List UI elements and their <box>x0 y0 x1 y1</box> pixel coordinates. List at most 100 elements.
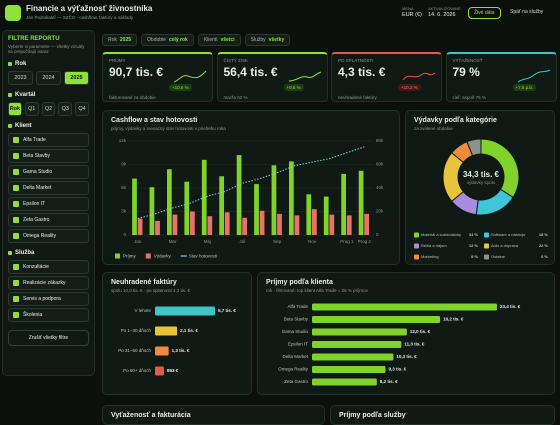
cashflow-chart: 0 3k 6k 9k 12k 0 20k 40k 60k 80k Jan Mar Máj Júl Sep No… <box>115 138 384 259</box>
expense-chart: 34,3 tis. €výdavky spolu Materiál a subdo… <box>414 138 549 260</box>
sidebar: FILTRE REPORTU Vyberte si parametre — vš… <box>2 30 95 376</box>
client-option[interactable]: Alfa Trade <box>8 133 89 147</box>
filter-chip[interactable]: Rok 2025 <box>102 34 138 46</box>
bar <box>166 169 172 235</box>
y2-tick-label: 80k <box>376 138 384 143</box>
option-label: Omega Reality <box>23 233 57 239</box>
kpi-note: cieľ: aspoň 75 % <box>452 95 486 100</box>
filter-chip[interactable]: Obdobie celý rok <box>141 34 194 46</box>
checkbox[interactable] <box>13 233 19 239</box>
value-label: 2,1 tis. € <box>180 328 198 333</box>
client-option[interactable]: Delta Market <box>8 181 89 195</box>
unpaid-chart: V lehote 5,7 tis. € Po 1–30 dňoch 2,1 tis. … <box>118 306 236 376</box>
y-tick-label: 9k <box>121 162 127 167</box>
quarter-option[interactable]: Q1 <box>24 102 39 116</box>
legend-label: Príjmy <box>123 254 136 259</box>
service-option[interactable]: Realizácie zákazky <box>8 276 89 290</box>
sparkline-path <box>402 72 436 81</box>
checkbox[interactable] <box>13 312 19 318</box>
kpi-label: PO SPLATNOSTI <box>338 58 374 63</box>
legend-label: Software a nástroje <box>491 232 526 237</box>
client-option[interactable]: Zeta Gastro <box>8 213 89 227</box>
service-options: Konzultácie Realizácie zákazky Servis a po… <box>8 260 89 322</box>
quarter-option[interactable]: Q4 <box>75 102 89 116</box>
checkbox[interactable] <box>13 280 19 286</box>
filter-chip[interactable]: Služby všetky <box>244 34 291 46</box>
panel-title: Neuhradené faktúry <box>111 279 177 286</box>
option-label: Školenia <box>23 312 43 318</box>
section-label: Rok <box>8 61 89 67</box>
kpi-label: PRÍJMY <box>109 58 126 63</box>
cashflow-panel: Cashflow a stav hotovosti príjmy, výdavk… <box>102 110 400 265</box>
line <box>137 146 365 220</box>
quarter-options: Rok Q1 Q2 Q3 Q4 <box>8 102 89 116</box>
year-option[interactable]: 2024 <box>36 71 61 85</box>
client-option[interactable]: Beta Stavby <box>8 149 89 163</box>
client-panel: Príjmy podľa klienta rok · filtrované: t… <box>257 272 555 395</box>
bar-label: Gama Studio <box>282 329 309 334</box>
sparkline-path <box>173 70 207 83</box>
bar <box>254 184 259 235</box>
legend-swatch <box>414 243 419 249</box>
bar <box>219 176 225 235</box>
kpi-card: ČISTÝ ZISK 56,4 tis. € +9,8 % marža 62 % <box>216 52 328 102</box>
legend-label: Stav hotovosti <box>189 254 217 259</box>
value-label: 11,3 tis. € <box>404 342 425 347</box>
year-options: 2023 2024 2025 <box>8 71 89 85</box>
checkbox[interactable] <box>13 185 19 191</box>
sparkline <box>517 69 550 83</box>
bar-label: Po 1–30 dňoch <box>121 328 152 333</box>
service-option[interactable]: Školenia <box>8 308 89 322</box>
bar <box>312 378 377 386</box>
panel-title: Výdavky podľa kategórie <box>414 117 497 124</box>
back-link[interactable]: Späť na služby <box>510 9 544 15</box>
bar <box>155 220 160 235</box>
y2-tick-label: 20k <box>376 209 384 214</box>
quarter-option[interactable]: Rok <box>8 102 22 116</box>
legend-swatch <box>115 253 120 259</box>
client-option[interactable]: Epsilon IT <box>8 197 89 211</box>
checkbox[interactable] <box>13 137 19 143</box>
bar <box>155 346 169 356</box>
client-option[interactable]: Gama Studio <box>8 165 89 179</box>
bar <box>306 194 312 235</box>
bar <box>259 210 265 235</box>
kpi-value: 79 % <box>452 65 480 79</box>
checkbox[interactable] <box>13 169 19 175</box>
option-label: Beta Stavby <box>23 153 50 159</box>
reset-button[interactable]: Zrušiť všetky filtre <box>8 330 89 346</box>
kpi-note: marža 62 % <box>223 95 248 100</box>
bar <box>312 366 386 373</box>
checkbox[interactable] <box>13 264 19 270</box>
kpi-label: ČISTÝ ZISK <box>223 58 249 63</box>
value-label: 23,4 tis. € <box>500 304 521 309</box>
kpi-change: +9,8 % <box>283 84 304 91</box>
service-option[interactable]: Konzultácie <box>8 260 89 274</box>
bar <box>190 211 195 235</box>
bar <box>312 316 441 323</box>
bar-label: V lehote <box>134 308 151 313</box>
checkbox[interactable] <box>13 153 19 159</box>
donut-center-value: 34,3 tis. € <box>463 170 500 179</box>
year-option[interactable]: 2025 <box>64 71 89 85</box>
bar-label: Po 60+ dňoch <box>123 368 151 373</box>
bar <box>242 217 248 235</box>
sparkline-path <box>288 71 321 82</box>
year-option[interactable]: 2023 <box>8 71 33 85</box>
currency: EUR (€) <box>402 12 422 18</box>
panel-title: Vyťaženosť a fakturácia <box>111 412 191 419</box>
client-option[interactable]: Omega Reality <box>8 229 89 243</box>
bar-label: Epsilon IT <box>288 342 308 347</box>
checkbox[interactable] <box>13 296 19 302</box>
filter-chip[interactable]: Klienti všetci <box>197 34 241 46</box>
checkbox[interactable] <box>13 201 19 207</box>
checkbox[interactable] <box>13 217 19 223</box>
live-button[interactable]: Živé dáta <box>468 7 501 19</box>
quarter-option[interactable]: Q2 <box>41 102 56 116</box>
kpi-note: neuhradené faktúry <box>338 95 377 100</box>
bar <box>341 173 347 235</box>
legend-value: 18 % <box>539 232 549 237</box>
panel-subtitle: rok · filtrované: top klient Alfa Trade … <box>266 288 368 293</box>
quarter-option[interactable]: Q3 <box>58 102 73 116</box>
service-option[interactable]: Servis a podpora <box>8 292 89 306</box>
